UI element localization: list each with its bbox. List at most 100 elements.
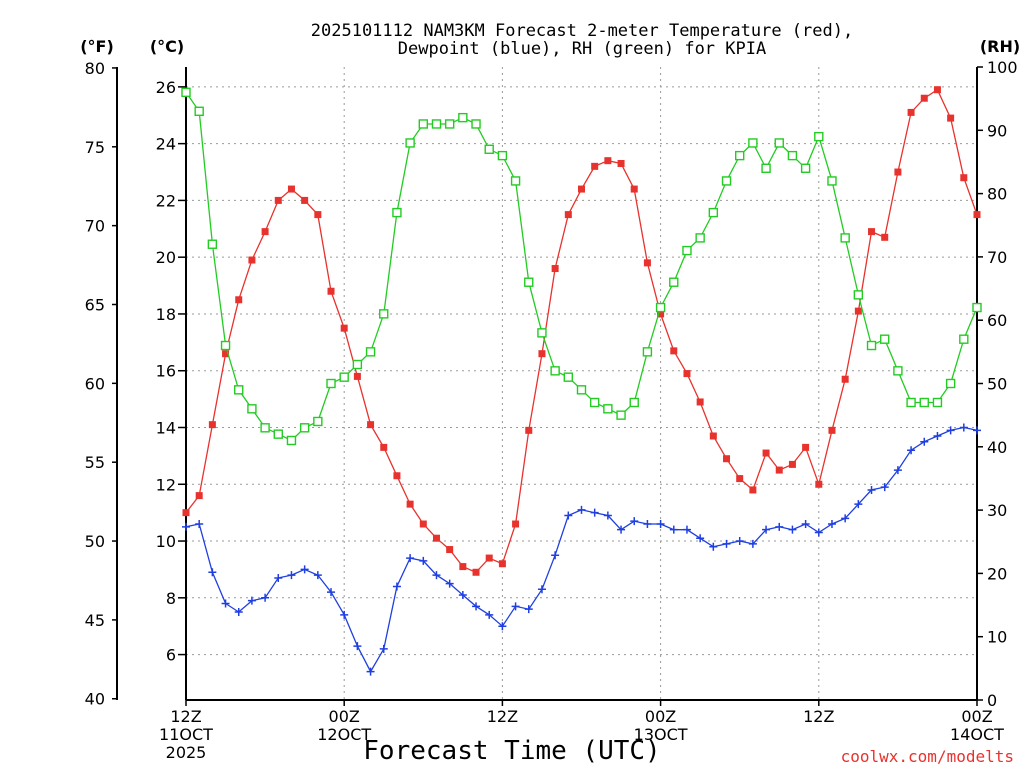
temperature-point: [630, 185, 638, 193]
x-tick-label: 12Z: [803, 707, 834, 726]
celsius-tick-label: 20: [156, 248, 176, 267]
temperature-point: [617, 160, 625, 168]
rh-point: [761, 163, 771, 173]
temperature-point: [749, 486, 757, 494]
rh-tick-label: 80: [987, 185, 1007, 204]
rh-point: [576, 385, 587, 395]
fahrenheit-tick-label: 40: [85, 690, 105, 709]
celsius-tick-label: 24: [156, 135, 176, 154]
rh-point: [840, 233, 850, 243]
dewpoint-point: [340, 610, 349, 619]
rh-point: [800, 163, 811, 173]
rh-point: [708, 207, 719, 218]
temperature-point: [578, 185, 585, 193]
rh-point: [972, 302, 982, 313]
celsius-tick-label: 12: [156, 475, 176, 494]
rh-point: [471, 119, 481, 129]
temperature-point: [235, 296, 243, 304]
dewpoint-point: [524, 605, 533, 614]
dewpoint-point: [907, 446, 916, 455]
temperature-point: [815, 480, 823, 488]
temperature-point: [947, 114, 955, 122]
rh-point: [524, 277, 534, 287]
temperature-point: [472, 568, 480, 576]
rh-point: [352, 359, 363, 370]
credit-text: coolwx.com/modelts: [841, 747, 1014, 766]
temperature-point: [327, 287, 335, 295]
dewpoint-line: [185, 426, 978, 673]
temperature-point: [459, 563, 467, 571]
dewpoint-point: [458, 590, 467, 599]
dewpoint-point: [867, 485, 876, 494]
x-tick-label: 12OCT: [317, 725, 371, 744]
temperature-point: [367, 421, 375, 429]
rh-point: [392, 207, 402, 218]
temperature-point: [525, 426, 533, 434]
chart-title-line-1: 2025101112 NAM3KM Forecast 2-meter Tempe…: [311, 21, 853, 41]
rh-point: [497, 150, 508, 161]
temperature-point: [551, 265, 559, 273]
rh-point: [247, 404, 257, 414]
temperature-point: [802, 443, 810, 451]
rh-point: [234, 385, 244, 395]
temperature-point: [683, 370, 691, 378]
dewpoint-point: [669, 525, 678, 534]
x-tick-label: 12Z: [487, 707, 518, 726]
dewpoint-point: [801, 520, 810, 529]
temperature-point: [498, 560, 506, 568]
temperature-point: [538, 350, 546, 358]
rh-point: [458, 112, 468, 123]
rh-tick-label: 60: [987, 311, 1007, 330]
dewpoint-point: [300, 565, 309, 574]
fahrenheit-tick-label: 45: [85, 611, 105, 630]
rh-tick-label: 70: [987, 248, 1007, 267]
temperature-point: [261, 228, 269, 236]
temperature-point: [274, 196, 282, 204]
temperature-point: [208, 421, 216, 429]
dewpoint-point: [775, 522, 784, 531]
rh-point: [379, 309, 389, 319]
fahrenheit-tick-label: 75: [85, 138, 105, 157]
x-tick-label: 13OCT: [634, 725, 688, 744]
dewpoint-point: [274, 573, 283, 582]
dewpoint-point: [537, 585, 546, 594]
rh-tick-label: 10: [987, 628, 1007, 647]
dewpoint-point: [893, 466, 902, 475]
rh-point: [629, 397, 639, 408]
rh-point: [814, 131, 824, 142]
temperature-point: [182, 509, 190, 517]
dewpoint-point: [959, 423, 968, 432]
temperature-point: [643, 259, 651, 267]
rh-point: [695, 233, 705, 243]
celsius-tick-label: 6: [166, 646, 176, 665]
fahrenheit-tick-label: 80: [85, 59, 105, 78]
temperature-point: [485, 554, 493, 562]
temperature-point: [380, 443, 388, 451]
dewpoint-point: [762, 525, 771, 534]
dewpoint-point: [327, 588, 336, 597]
celsius-tick-label: 10: [156, 532, 176, 551]
rh-point: [589, 397, 600, 408]
temperature-point: [868, 228, 876, 236]
rh-point: [866, 340, 877, 351]
rh-point: [603, 404, 613, 414]
celsius-unit-label: (°C): [150, 37, 184, 56]
rh-point: [682, 245, 692, 256]
rh-point: [959, 334, 969, 344]
fahrenheit-tick-label: 55: [85, 453, 105, 472]
rh-point: [286, 435, 297, 446]
dewpoint-point: [603, 511, 612, 520]
fahrenheit-tick-label: 65: [85, 295, 105, 314]
dewpoint-point: [880, 483, 889, 492]
dewpoint-point: [788, 525, 797, 534]
data-series: [181, 86, 982, 676]
rh-point: [616, 410, 626, 420]
celsius-tick-label: 16: [156, 362, 176, 381]
temperature-point: [512, 520, 520, 528]
dewpoint-point: [261, 593, 270, 602]
temperature-point: [907, 108, 915, 116]
dewpoint-point: [682, 525, 691, 534]
rh-point: [194, 106, 204, 117]
temperature-point: [854, 307, 862, 315]
rh-point: [273, 429, 283, 439]
